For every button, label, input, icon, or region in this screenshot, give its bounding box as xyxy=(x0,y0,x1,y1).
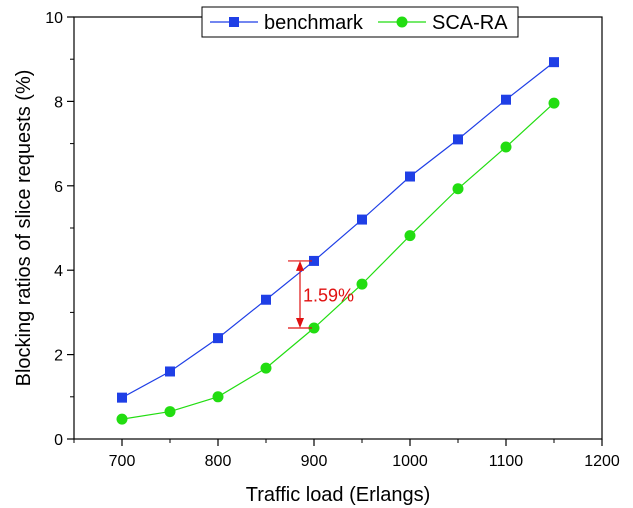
axes: 700 800 900 1000 1100 1200 0 2 4 6 8 10 Traffic load… xyxy=(13,10,620,506)
x-tick-label: 700 xyxy=(109,453,136,470)
x-tick-label: 1100 xyxy=(489,453,524,470)
data-point xyxy=(452,183,464,195)
annotation-arrowhead-down xyxy=(296,318,304,329)
series-SCA-RA xyxy=(116,97,560,425)
data-point xyxy=(548,97,560,109)
legend-item-benchmark: benchmark xyxy=(210,12,364,34)
data-point xyxy=(501,94,511,105)
x-axis-title: Traffic load (Erlangs) xyxy=(246,484,431,506)
series-benchmark xyxy=(117,57,559,403)
annotation-arrowhead-up xyxy=(296,260,304,271)
legend-marker xyxy=(229,17,239,27)
data-point xyxy=(261,294,271,305)
y-tick-label: 10 xyxy=(45,10,63,27)
legend-label: SCA-RA xyxy=(432,12,508,34)
data-point xyxy=(549,57,559,68)
x-tick-label: 1200 xyxy=(584,453,620,470)
y-tick-label: 6 xyxy=(54,179,63,196)
data-point xyxy=(357,214,367,225)
plot-frame xyxy=(73,16,603,440)
data-point xyxy=(165,366,175,377)
x-tick-label: 1000 xyxy=(392,453,428,470)
x-tick-label: 800 xyxy=(205,453,232,470)
data-point xyxy=(260,362,272,374)
data-point xyxy=(117,392,127,403)
y-tick-label: 4 xyxy=(54,263,63,280)
data-point xyxy=(164,406,176,418)
legend-label: benchmark xyxy=(264,12,364,34)
y-axis-title: Blocking ratios of slice requests (%) xyxy=(13,70,35,387)
data-point xyxy=(453,134,463,145)
data-point xyxy=(405,171,415,182)
y-tick-label: 0 xyxy=(54,432,63,449)
series-line xyxy=(121,102,555,420)
data-point xyxy=(309,255,319,266)
annotation: 1.59% xyxy=(288,260,354,329)
data-point xyxy=(116,413,128,425)
data-point xyxy=(356,278,368,290)
data-point xyxy=(500,141,512,153)
x-tick-label: 900 xyxy=(301,453,328,470)
data-point xyxy=(213,333,223,344)
legend-marker xyxy=(396,16,408,28)
data-point xyxy=(212,391,224,403)
series-line xyxy=(121,61,555,399)
legend-item-SCA-RA: SCA-RA xyxy=(378,12,508,34)
data-point xyxy=(404,230,416,242)
legend: benchmark SCA-RA xyxy=(201,6,519,38)
annotation-label: 1.59% xyxy=(303,285,354,305)
y-tick-label: 8 xyxy=(54,94,63,111)
data-point xyxy=(308,322,320,334)
y-tick-label: 2 xyxy=(54,348,63,365)
series-layer xyxy=(116,57,560,425)
